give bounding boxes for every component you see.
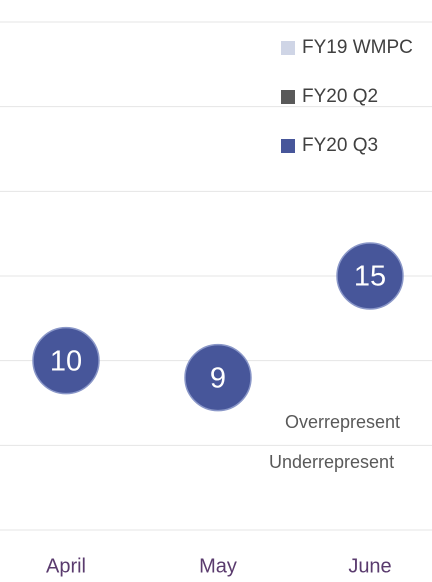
x-tick-label: June <box>348 555 391 577</box>
bubble <box>184 343 252 412</box>
x-tick-label: April <box>46 555 86 577</box>
legend-label: FY20 Q3 <box>302 135 378 156</box>
bubble <box>336 242 404 310</box>
data-label: 10 <box>50 345 82 377</box>
x-tick-label: May <box>199 555 237 577</box>
data-label: 15 <box>354 261 386 293</box>
data-label: 9 <box>210 362 226 394</box>
legend-label: FY19 WMPC <box>302 37 413 58</box>
annotation: Overrepresent <box>285 412 400 432</box>
legend-swatch <box>281 41 295 55</box>
bubble <box>32 326 100 395</box>
legend-swatch <box>281 90 295 104</box>
legend-swatch <box>281 139 295 153</box>
annotation: Underrepresent <box>269 452 394 472</box>
legend-label: FY20 Q2 <box>302 86 378 107</box>
